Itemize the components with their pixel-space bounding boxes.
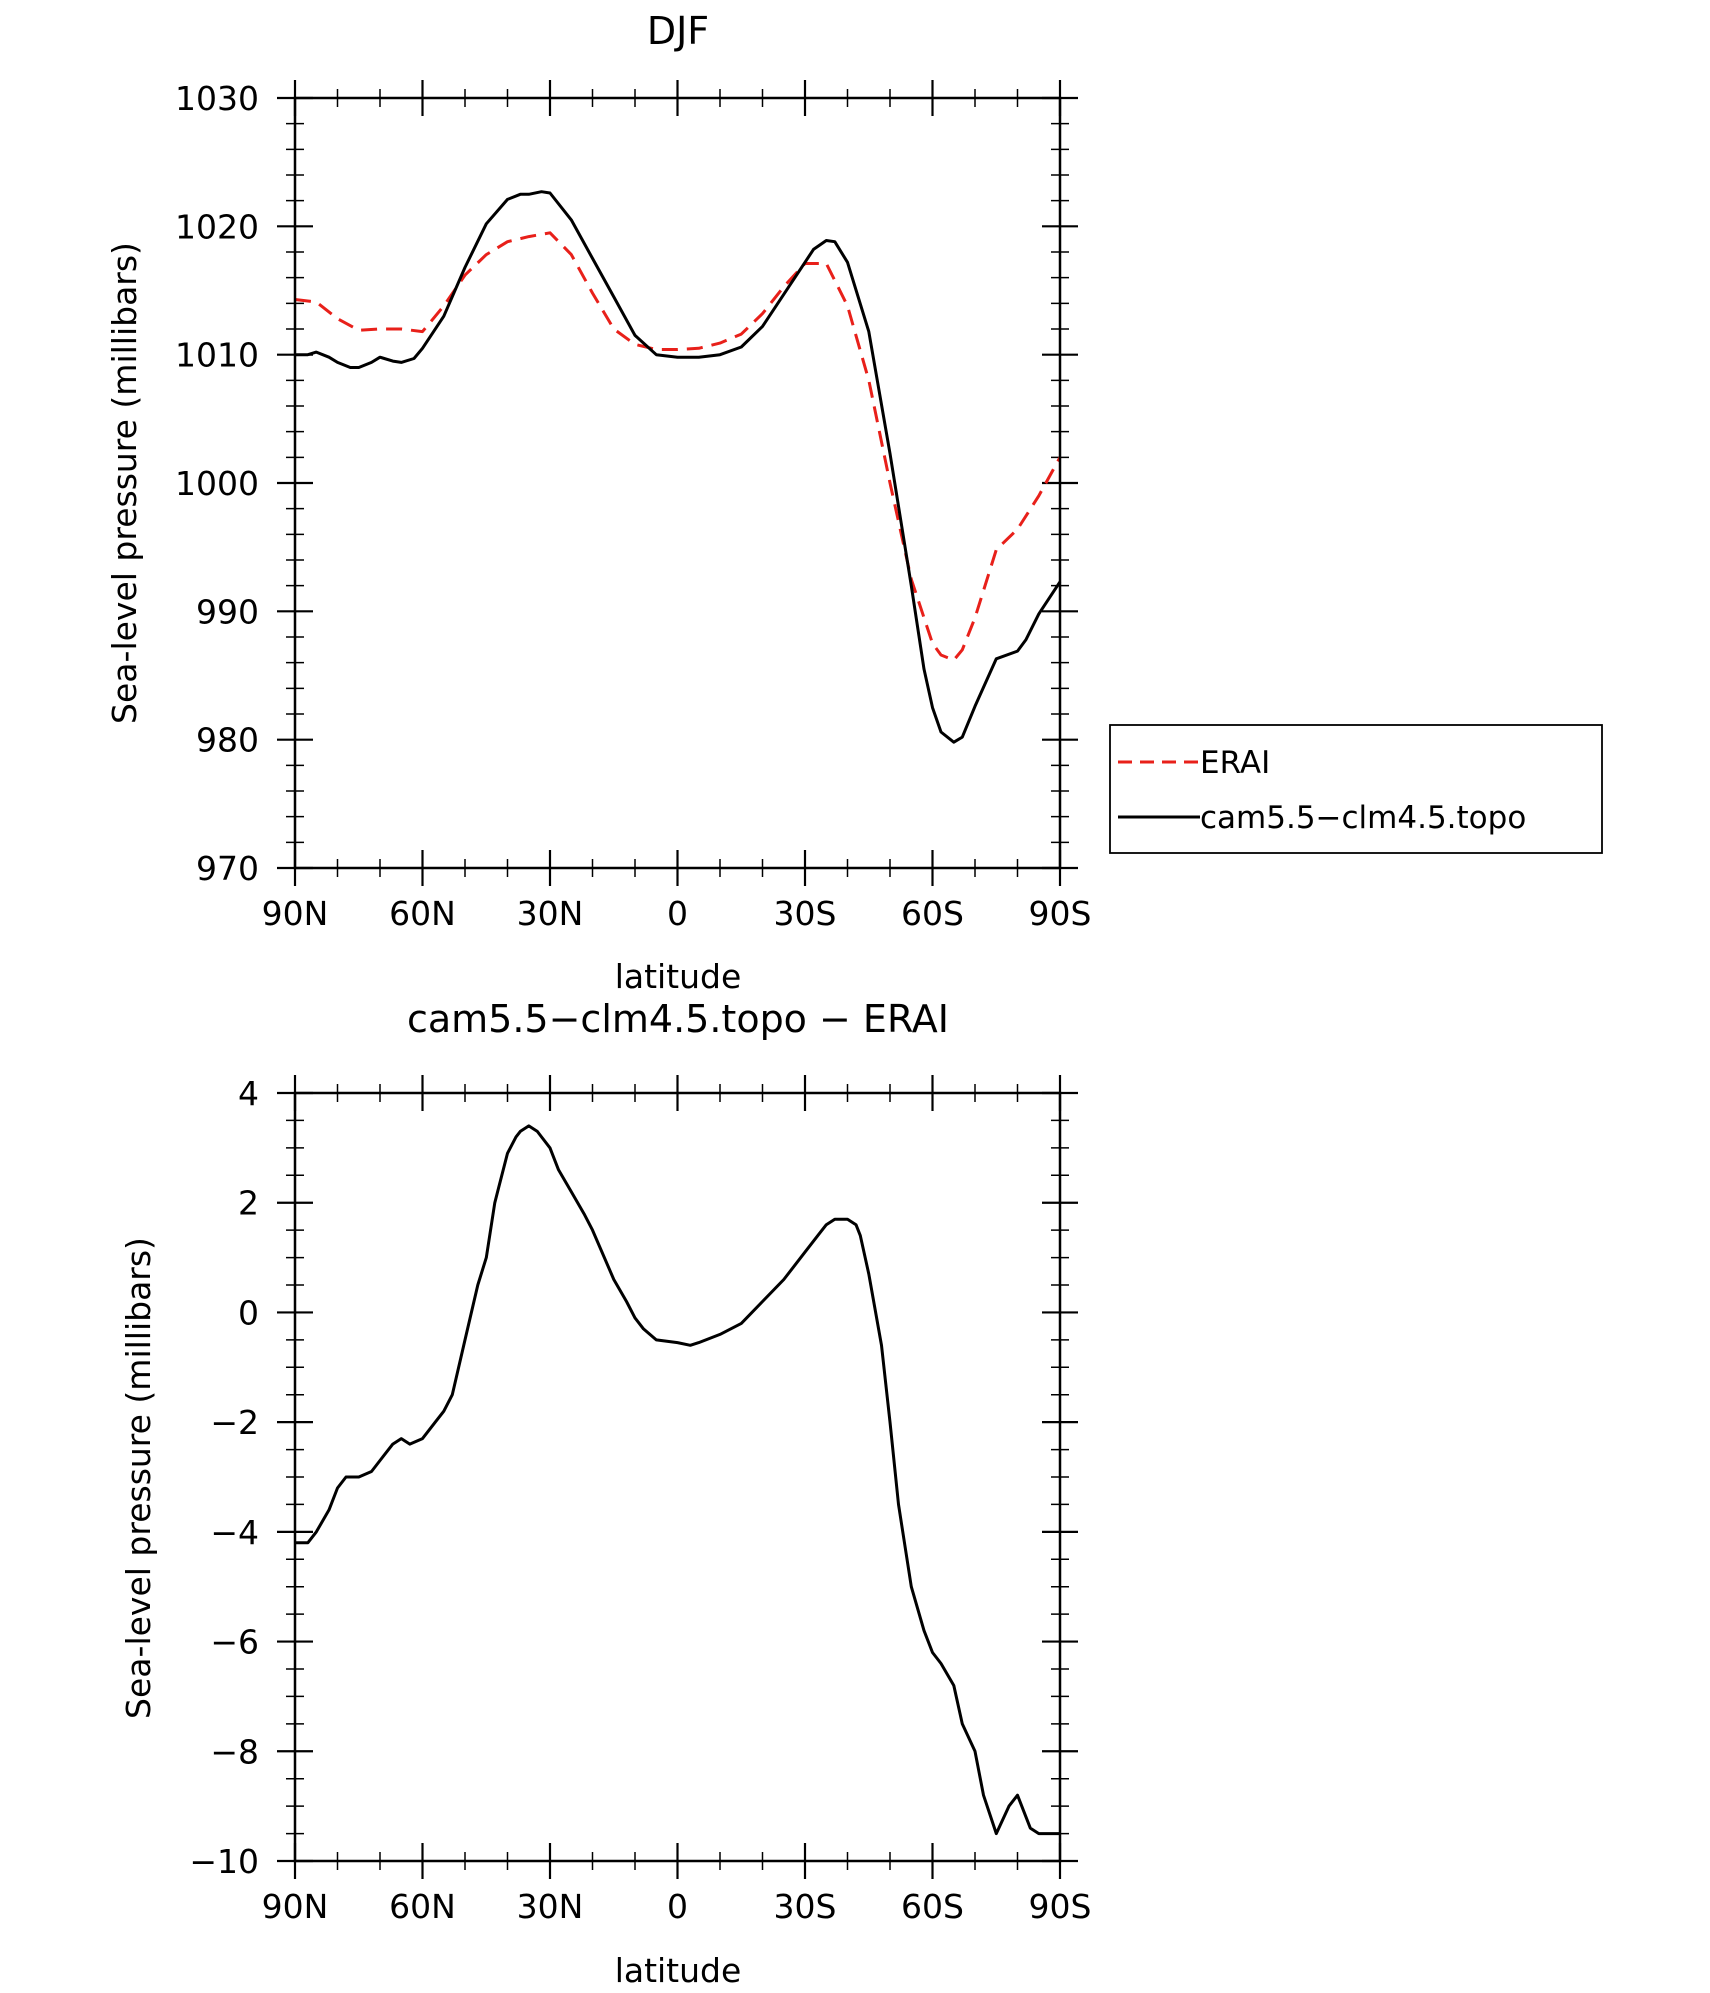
y-tick-label: −4 [210, 1513, 259, 1552]
x-tick-label: 90S [1029, 1887, 1092, 1926]
y-tick-labels: 970 980 990 1000 1010 1020 1030 [175, 79, 259, 888]
x-tick-label: 0 [667, 894, 688, 933]
chart-title: DJF [647, 9, 709, 53]
series-line-series-0 [295, 1124, 1060, 1836]
y-tick-label: 1030 [175, 79, 259, 118]
tick-marks [277, 1075, 1078, 1879]
x-tick-label: 60S [901, 1887, 964, 1926]
x-tick-label: 60N [389, 894, 456, 933]
y-tick-label: 4 [238, 1074, 259, 1113]
x-tick-label: 90S [1029, 894, 1092, 933]
plot-frame [293, 96, 1062, 870]
y-tick-label: 0 [238, 1293, 259, 1332]
chart-title: cam5.5−clm4.5.topo − ERAI [407, 997, 949, 1041]
series-line-cam5-5-clm4-5-topo [295, 190, 1062, 744]
y-tick-label: −8 [210, 1732, 259, 1771]
plot-frame [293, 1091, 1062, 1863]
tick-marks [277, 80, 1078, 886]
y-axis-label: Sea-level pressure (millibars) [119, 1237, 158, 1719]
y-tick-label: 1000 [175, 464, 259, 503]
x-tick-labels: 90N 60N 30N 0 30S 60S 90S [262, 894, 1092, 933]
y-tick-label: 970 [196, 849, 259, 888]
legend-label-model: cam5.5−clm4.5.topo [1200, 800, 1526, 836]
y-tick-label: 1010 [175, 336, 259, 375]
y-tick-label: 1020 [175, 207, 259, 246]
legend: ERAI cam5.5−clm4.5.topo [1109, 724, 1603, 854]
y-tick-label: −2 [210, 1403, 259, 1442]
x-tick-label: 30S [774, 894, 837, 933]
y-axis-label: Sea-level pressure (millibars) [105, 242, 144, 724]
x-tick-label: 90N [262, 894, 329, 933]
x-tick-label: 30N [517, 894, 584, 933]
x-tick-label: 60N [389, 1887, 456, 1926]
panel-difference: cam5.5−clm4.5.topo − ERAI −10 −8 −6 −4 −2 0 2 4… [119, 997, 1092, 1990]
y-tick-label: 2 [238, 1184, 259, 1223]
series-lines [294, 190, 1062, 744]
legend-label-erai: ERAI [1200, 745, 1270, 781]
x-tick-label: 90N [262, 1887, 329, 1926]
y-tick-label: 990 [196, 592, 259, 631]
y-tick-label: 980 [196, 721, 259, 760]
x-tick-label: 30S [774, 1887, 837, 1926]
x-tick-label: 0 [667, 1887, 688, 1926]
x-axis-label: latitude [615, 957, 742, 996]
series-lines [295, 1124, 1060, 1836]
panel-djf: DJF 970 980 990 1000 1010 1020 1030 90N 60N 30N 0… [105, 9, 1603, 996]
x-tick-labels: 90N 60N 30N 0 30S 60S 90S [262, 1887, 1092, 1926]
x-tick-label: 30N [517, 1887, 584, 1926]
y-tick-labels: −10 −8 −6 −4 −2 0 2 4 [189, 1074, 259, 1881]
x-axis-label: latitude [615, 1951, 742, 1988]
legend-box [1109, 724, 1603, 854]
y-tick-label: −6 [210, 1623, 259, 1662]
series-line-erai [294, 231, 1062, 662]
y-tick-label: −10 [189, 1842, 259, 1881]
x-tick-label: 60S [901, 894, 964, 933]
